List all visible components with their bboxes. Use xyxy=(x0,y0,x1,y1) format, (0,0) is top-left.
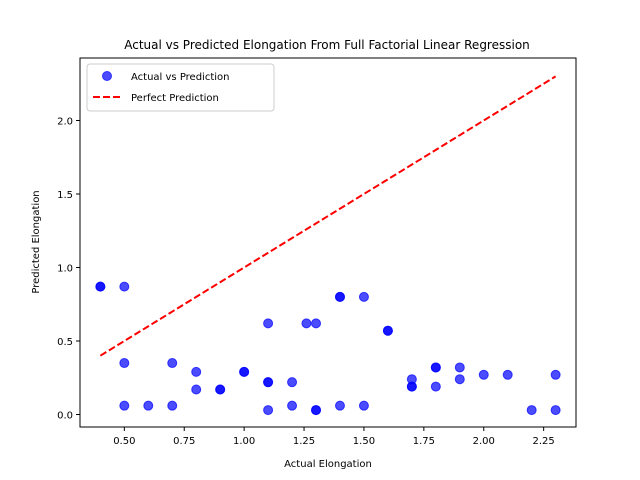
data-point xyxy=(550,369,561,380)
data-point xyxy=(334,400,345,411)
data-point xyxy=(287,400,298,411)
legend-marker-scatter xyxy=(102,71,112,81)
data-point xyxy=(191,384,202,395)
data-point xyxy=(287,377,298,388)
legend: Actual vs Prediction Perfect Prediction xyxy=(86,63,275,112)
legend-box xyxy=(86,63,275,112)
y-axis-label: Predicted Elongation xyxy=(31,190,42,293)
data-point xyxy=(263,318,274,329)
y-tick-label: 0.0 xyxy=(57,411,73,422)
data-point xyxy=(143,400,154,411)
data-point xyxy=(119,281,130,292)
data-point xyxy=(191,366,202,377)
x-tick-label: 2.25 xyxy=(533,436,555,447)
y-tick-label: 1.5 xyxy=(57,190,73,201)
data-point xyxy=(263,377,274,388)
x-axis-label: Actual Elongation xyxy=(284,459,372,470)
data-point xyxy=(454,374,465,385)
data-point xyxy=(301,318,312,329)
data-point xyxy=(215,384,226,395)
data-point xyxy=(550,405,561,416)
data-point xyxy=(478,369,489,380)
legend-label-scatter: Actual vs Prediction xyxy=(131,72,230,83)
perfect-prediction-line xyxy=(99,75,557,357)
data-point xyxy=(358,400,369,411)
data-point xyxy=(311,318,322,329)
data-point xyxy=(502,369,513,380)
x-tick-label: 1.25 xyxy=(293,436,315,447)
x-tick-label: 2.00 xyxy=(473,436,495,447)
y-tick-label: 2.0 xyxy=(57,116,73,127)
plot-area xyxy=(95,75,561,416)
data-point xyxy=(311,405,322,416)
data-point xyxy=(526,405,537,416)
data-point xyxy=(358,291,369,302)
data-point xyxy=(167,400,178,411)
data-point xyxy=(239,366,250,377)
y-tick-label: 1.0 xyxy=(57,263,73,274)
data-point xyxy=(119,358,130,369)
chart-title: Actual vs Predicted Elongation From Full… xyxy=(124,38,530,52)
data-point xyxy=(406,381,417,392)
x-tick-label: 1.00 xyxy=(233,436,255,447)
data-point xyxy=(454,362,465,373)
x-tick-label: 1.50 xyxy=(353,436,375,447)
data-point xyxy=(263,405,274,416)
axes-frame xyxy=(79,57,577,428)
legend-label-perfect: Perfect Prediction xyxy=(131,93,219,104)
data-point xyxy=(119,400,130,411)
data-point xyxy=(430,362,441,373)
y-tick-label: 0.5 xyxy=(57,337,73,348)
axis-ticks: 0.50 0.75 1.00 1.25 1.50 1.75 2.00 2.25 0.0 0.5 1.… xyxy=(57,116,555,447)
data-point xyxy=(334,291,345,302)
data-point xyxy=(167,358,178,369)
x-tick-label: 0.75 xyxy=(173,436,195,447)
x-tick-label: 0.50 xyxy=(113,436,135,447)
data-point xyxy=(430,381,441,392)
x-tick-label: 1.75 xyxy=(413,436,435,447)
data-point xyxy=(95,281,106,292)
data-point xyxy=(382,325,393,336)
